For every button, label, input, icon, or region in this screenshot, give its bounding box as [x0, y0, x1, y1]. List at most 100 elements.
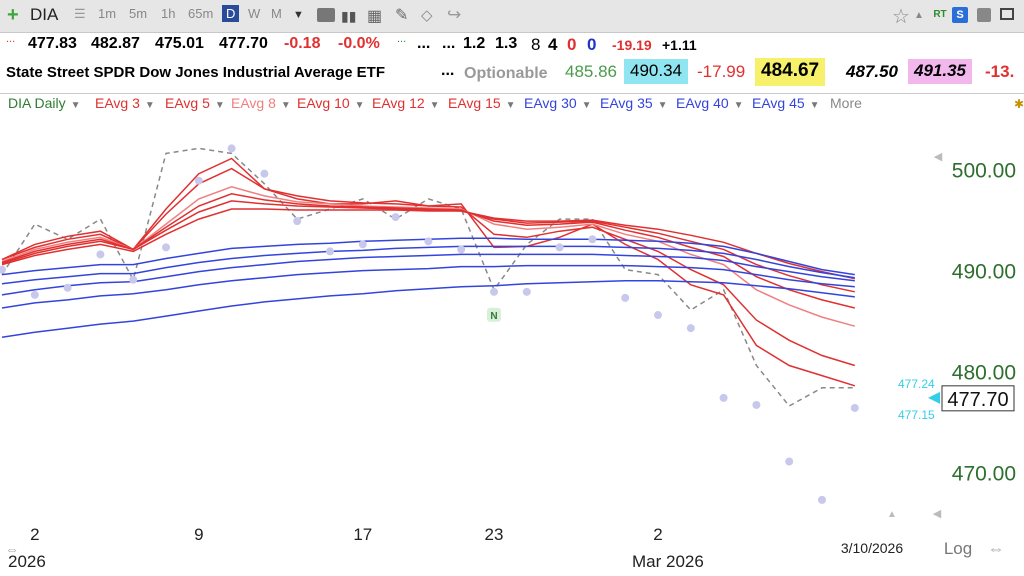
- dot-point: [752, 400, 761, 409]
- window-icon[interactable]: [1000, 8, 1014, 20]
- interval-dropdown-icon[interactable]: ▼: [293, 9, 304, 21]
- series-line-eavg-35: [1, 245, 855, 285]
- dot-point: [0, 265, 6, 274]
- scroll-left-icon: ◀: [933, 508, 942, 520]
- series-line-eavg-12: [1, 200, 855, 293]
- optionable-label: Optionable: [464, 65, 548, 82]
- quote-misc-7: 4: [548, 35, 558, 54]
- legend-eavg-40[interactable]: EAvg 40 ▼: [676, 95, 744, 111]
- x-tick-label: 2: [653, 525, 662, 544]
- interval-65m[interactable]: 65m: [188, 6, 214, 21]
- legend-eavg-5[interactable]: EAvg 5 ▼: [165, 95, 225, 111]
- s-icon[interactable]: S: [952, 7, 968, 23]
- legend-eavg-35[interactable]: EAvg 35 ▼: [600, 95, 668, 111]
- menu-icon[interactable]: ☰: [74, 6, 86, 21]
- interval-1h[interactable]: 1h: [161, 6, 176, 21]
- dot-point: [555, 243, 564, 252]
- chart-type-icon[interactable]: [317, 8, 335, 22]
- quote-misc-2: ...: [417, 35, 431, 52]
- y-tick-label: 480.00: [952, 362, 1016, 385]
- bar-chart-icon[interactable]: ▮▮: [341, 8, 357, 24]
- legend-eavg-12[interactable]: EAvg 12 ▼: [372, 95, 440, 111]
- series-line-eavg-50: [1, 279, 855, 339]
- interval-w[interactable]: W: [248, 6, 261, 21]
- interval-m[interactable]: M: [271, 6, 282, 21]
- y-tick-label: 500.00: [952, 160, 1016, 183]
- annotation-label: N: [490, 311, 497, 322]
- name-value-7: -13.: [985, 62, 1015, 81]
- draw-icon[interactable]: ✎: [395, 7, 409, 24]
- dot-point: [63, 283, 72, 292]
- name-value-4: 484.67: [755, 58, 826, 86]
- dot-point: [162, 243, 170, 252]
- series-line-eavg-3: [1, 157, 856, 387]
- dot-point: [260, 169, 269, 178]
- name-value-5: 487.50: [846, 62, 898, 81]
- quote-close: 477.70: [219, 35, 268, 52]
- rt-icon[interactable]: RT: [933, 9, 947, 20]
- interval-5m[interactable]: 5m: [129, 6, 148, 21]
- quote-dots: ...: [6, 33, 16, 45]
- last-price-label: 477.70: [947, 389, 1008, 411]
- x-tick-label: 17: [353, 525, 372, 544]
- quote-misc-4: 1.2: [463, 35, 486, 52]
- quote-high: 482.87: [91, 35, 140, 52]
- star-icon[interactable]: ☆: [892, 6, 910, 28]
- series-line-eavg-5: [1, 167, 856, 367]
- dot-point: [326, 247, 334, 256]
- grid-icon[interactable]: ▦: [367, 8, 383, 25]
- share-icon[interactable]: ↪: [447, 5, 462, 24]
- dot-point: [588, 235, 597, 244]
- price-marker-arrow: [928, 391, 940, 404]
- settings-icon[interactable]: ✱: [1014, 97, 1024, 111]
- legend-eavg-8[interactable]: EAvg 8 ▼: [231, 95, 291, 111]
- log-scale-toggle[interactable]: Log: [944, 539, 972, 558]
- legend-eavg-10[interactable]: EAvg 10 ▼: [297, 95, 365, 111]
- quote-misc-10: -19.19: [612, 37, 652, 53]
- y-tick-label: 470.00: [952, 463, 1016, 486]
- x-tick-label: 9: [194, 525, 203, 544]
- month-label: 2026: [8, 552, 46, 571]
- symbol-input[interactable]: DIA: [30, 5, 59, 24]
- quote-misc-6: 8: [531, 35, 541, 54]
- add-symbol-icon[interactable]: +: [7, 4, 19, 26]
- note-icon[interactable]: ◇: [421, 7, 433, 24]
- annotation-badge: [487, 307, 501, 322]
- name-value-1: 485.86: [565, 62, 617, 81]
- dot-point: [391, 213, 400, 222]
- quote-misc-8: 0: [567, 35, 577, 54]
- interval-1m[interactable]: 1m: [98, 6, 117, 21]
- name-dots: ...: [441, 62, 455, 79]
- dot-point: [358, 240, 367, 249]
- legend-eavg-30[interactable]: EAvg 30 ▼: [524, 95, 592, 111]
- quote-change: -0.18: [284, 35, 321, 52]
- x-tick-label: 23: [485, 525, 504, 544]
- legend-eavg-15[interactable]: EAvg 15 ▼: [448, 95, 516, 111]
- quote-misc-11: +1.11: [662, 37, 697, 53]
- legend-dia-daily[interactable]: DIA Daily ▼: [8, 95, 81, 111]
- security-name: State Street SPDR Dow Jones Industrial A…: [6, 64, 385, 81]
- last-date-label: 3/10/2026: [841, 540, 903, 556]
- dot-point: [129, 275, 138, 284]
- dot-point: [293, 217, 302, 226]
- legend-more[interactable]: More: [830, 95, 862, 111]
- series-line-eavg-15: [1, 208, 855, 280]
- dot-point: [654, 311, 662, 320]
- dot-point: [227, 144, 236, 153]
- collapse-icon: ⇔: [5, 541, 19, 557]
- x-tick-label: 2: [30, 525, 39, 544]
- legend-eavg-45[interactable]: EAvg 45 ▼: [752, 95, 820, 111]
- dot-point: [818, 495, 826, 504]
- last-price-box: [941, 385, 1015, 412]
- dot-point: [522, 287, 531, 296]
- scroll-down-icon: ▲: [887, 509, 897, 520]
- interval-d[interactable]: D: [222, 5, 240, 22]
- series-line-dia-daily: [1, 147, 855, 407]
- legend-eavg-3[interactable]: EAvg 3 ▼: [95, 95, 155, 111]
- month-label: Mar 2026: [632, 552, 704, 571]
- alert-icon[interactable]: ▲: [914, 10, 924, 21]
- save-icon[interactable]: [977, 8, 991, 22]
- series-line-eavg-45: [1, 264, 855, 309]
- quote-change-pct: -0.0%: [338, 35, 380, 52]
